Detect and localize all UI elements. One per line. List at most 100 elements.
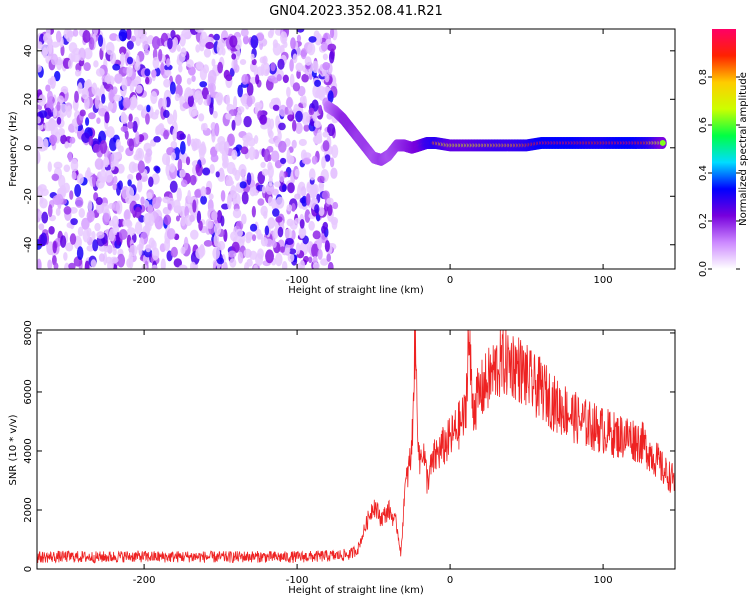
figure-title: GN04.2023.352.08.41.R21	[269, 4, 443, 19]
noise-cell	[124, 209, 131, 222]
noise-cell	[229, 67, 235, 77]
noise-cell	[95, 197, 103, 205]
noise-cell	[132, 120, 138, 133]
noise-cell	[241, 213, 247, 225]
noise-cell	[163, 109, 170, 119]
noise-cell	[248, 146, 256, 161]
noise-cell	[40, 44, 49, 56]
noise-cell	[58, 103, 68, 117]
noise-cell	[148, 213, 155, 227]
noise-cell	[235, 220, 244, 231]
noise-cell	[187, 189, 192, 204]
noise-cell	[47, 90, 53, 102]
noise-cell	[86, 167, 91, 178]
noise-cell	[251, 58, 257, 66]
noise-cell	[199, 81, 208, 88]
noise-cell	[109, 51, 117, 65]
noise-cell	[101, 93, 106, 104]
noise-cell	[294, 193, 301, 200]
noise-cell	[291, 203, 296, 212]
noise-cell	[48, 225, 55, 235]
noise-cell	[237, 251, 244, 264]
noise-cell	[50, 53, 59, 66]
noise-cell	[136, 179, 143, 193]
noise-cell	[112, 183, 117, 191]
noise-cell	[92, 29, 99, 36]
noise-cell	[270, 150, 280, 162]
noise-cell	[271, 77, 279, 84]
noise-cell	[237, 84, 243, 98]
noise-cell	[74, 69, 81, 77]
noise-cell	[81, 217, 90, 230]
noise-cell	[308, 36, 317, 43]
noise-cell	[47, 259, 53, 269]
noise-cell	[209, 163, 215, 174]
noise-cell	[216, 41, 224, 56]
noise-cell	[321, 190, 330, 200]
noise-cell	[227, 133, 235, 146]
noise-cell	[189, 214, 195, 223]
noise-cell	[207, 220, 214, 230]
colorbar-tick-label: 0.4	[698, 165, 709, 181]
noise-cell	[207, 69, 217, 84]
noise-cell	[227, 250, 237, 258]
noise-cell	[220, 215, 225, 227]
noise-cell	[327, 261, 334, 269]
noise-cell	[146, 192, 153, 201]
noise-cell	[311, 243, 320, 258]
noise-cell	[134, 75, 142, 85]
noise-cell	[282, 74, 289, 84]
noise-cell	[268, 130, 274, 139]
noise-cell	[327, 90, 334, 104]
noise-cell	[245, 236, 252, 244]
noise-cell	[223, 141, 230, 153]
noise-cell	[232, 96, 238, 110]
colorbar-label: Normalized spectral amplitude	[738, 72, 749, 226]
noise-cell	[93, 60, 99, 68]
noise-cell	[231, 241, 240, 253]
noise-cell	[108, 102, 113, 112]
noise-cell	[145, 244, 152, 253]
noise-cell	[208, 193, 214, 200]
noise-cell	[332, 201, 339, 210]
noise-cell	[199, 31, 208, 46]
snr-x-tick-label: -100	[286, 575, 309, 586]
noise-cell	[308, 220, 315, 231]
noise-cell	[215, 92, 224, 103]
noise-cell	[276, 73, 282, 82]
noise-cell	[48, 134, 58, 145]
noise-cell	[127, 121, 134, 129]
noise-cell	[329, 157, 335, 168]
noise-cell	[126, 66, 133, 78]
noise-cell	[263, 148, 271, 163]
noise-cell	[249, 223, 258, 232]
noise-cell	[324, 154, 331, 162]
noise-cell	[88, 36, 95, 50]
noise-cell	[150, 91, 158, 105]
snr-x-tick-label: -200	[133, 575, 156, 586]
noise-cell	[134, 206, 142, 219]
noise-cell	[69, 233, 77, 245]
noise-cell	[243, 262, 249, 269]
noise-cell	[199, 67, 207, 81]
noise-cell	[246, 172, 252, 186]
noise-cell	[286, 86, 291, 98]
noise-cell	[109, 256, 119, 264]
noise-cell	[116, 163, 125, 174]
noise-cell	[246, 82, 254, 97]
noise-cell	[180, 47, 187, 58]
noise-cell	[213, 233, 220, 247]
noise-cell	[238, 163, 247, 177]
noise-cell	[169, 163, 176, 173]
noise-cell	[103, 245, 109, 253]
spectrogram-x-label: Height of straight line (km)	[288, 285, 424, 296]
noise-cell	[289, 73, 295, 88]
noise-cell	[170, 141, 178, 149]
noise-cell	[191, 141, 198, 152]
noise-cell	[133, 154, 139, 161]
noise-cell	[191, 75, 196, 83]
noise-cell	[202, 167, 211, 176]
noise-cell	[302, 152, 312, 159]
noise-cell	[176, 187, 182, 202]
noise-cell	[107, 260, 114, 269]
